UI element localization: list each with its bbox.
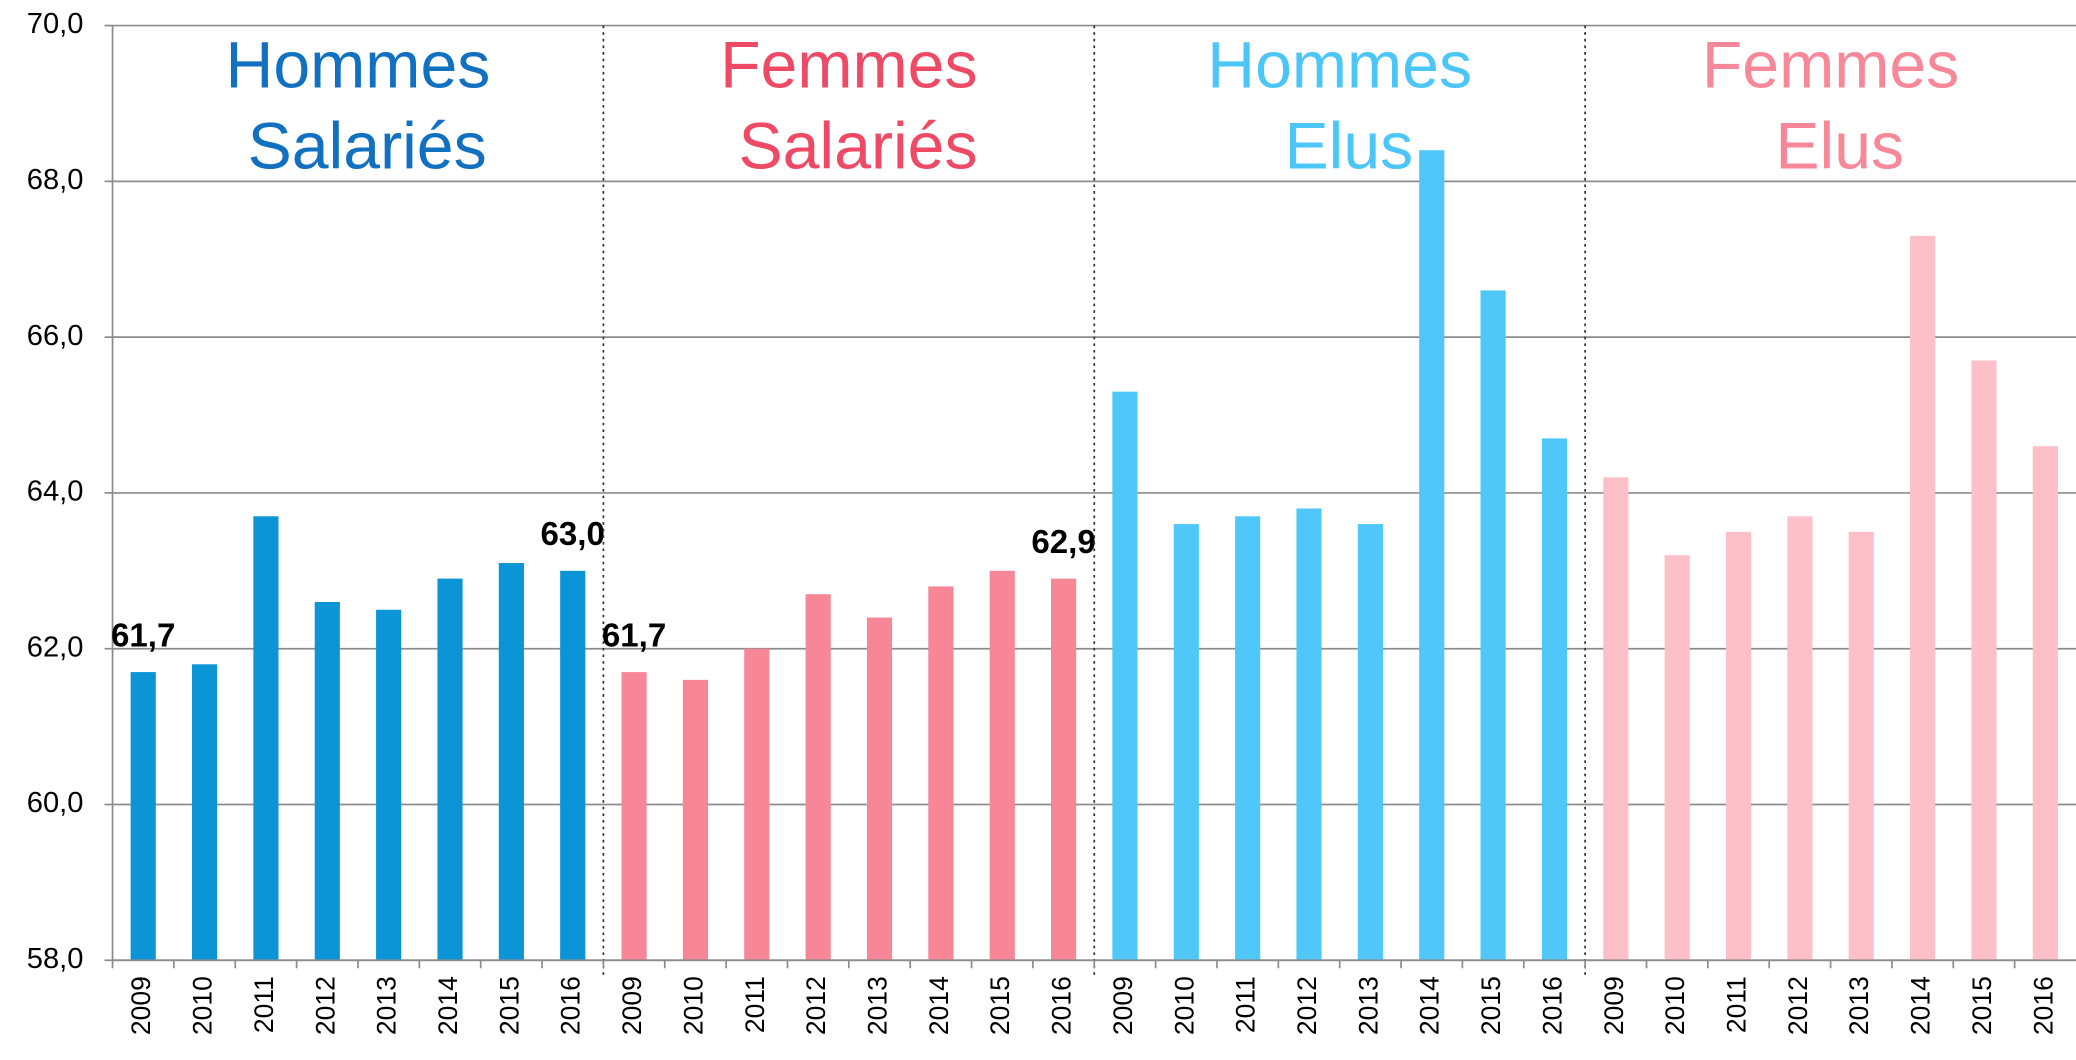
- bar: [1051, 578, 1077, 961]
- x-tick-label: 2012: [1783, 976, 1813, 1035]
- x-tick-label: 2010: [678, 976, 708, 1035]
- x-tick-label: 2009: [617, 976, 647, 1035]
- bar: [1664, 555, 1690, 961]
- bar: [560, 570, 586, 961]
- x-tick-label: 2015: [494, 976, 524, 1035]
- x-tick-label: 2016: [1047, 976, 1077, 1035]
- x-tick-label: 2013: [1353, 976, 1383, 1035]
- bar: [1235, 516, 1261, 961]
- bar: [682, 679, 709, 961]
- y-tick-label: 70,0: [27, 8, 84, 40]
- x-tick-label: 2011: [249, 976, 279, 1033]
- bar: [1910, 235, 1936, 961]
- bar: [1971, 360, 1997, 961]
- x-tick-label: 2011: [1722, 976, 1752, 1033]
- x-tick-label: 2009: [1108, 976, 1138, 1035]
- x-tick-label: 2010: [1660, 976, 1690, 1035]
- bar: [989, 570, 1015, 961]
- x-tick-label: 2013: [1844, 976, 1874, 1035]
- data-label: 61,7: [602, 617, 666, 654]
- bar: [191, 664, 218, 961]
- bar: [437, 578, 463, 961]
- bar: [1112, 391, 1138, 961]
- bar: [376, 609, 402, 961]
- y-tick-label: 62,0: [27, 631, 84, 663]
- x-tick-label: 2014: [433, 976, 463, 1035]
- x-tick-label: 2012: [310, 976, 340, 1035]
- x-tick-label: 2010: [188, 976, 218, 1035]
- bar: [1603, 477, 1629, 961]
- group-title-line: Elus: [1757, 110, 1904, 184]
- y-tick-label: 68,0: [27, 164, 84, 196]
- x-tick-label: 2015: [1967, 976, 1997, 1035]
- bar: [1296, 508, 1322, 961]
- y-tick-label: 58,0: [27, 943, 84, 975]
- x-tick-label: 2014: [1415, 976, 1445, 1035]
- group-title-line: Femmes: [1702, 29, 1959, 103]
- x-tick-label: 2016: [2028, 976, 2058, 1035]
- x-tick-label: 2009: [1599, 976, 1629, 1035]
- x-tick-label: 2014: [1906, 976, 1936, 1035]
- x-tick-label: 2013: [863, 976, 893, 1035]
- group-title: Hommes Elus: [1207, 29, 1472, 184]
- group-title: Femmes Salariés: [720, 29, 978, 184]
- x-tick-label: 2016: [556, 976, 586, 1035]
- bar: [498, 563, 524, 961]
- y-tick-label: 64,0: [27, 476, 84, 508]
- bar: [1480, 290, 1506, 961]
- bar: [2032, 446, 2058, 961]
- data-label: 62,9: [1031, 524, 1095, 561]
- bar: [1173, 524, 1199, 961]
- group-title-line: Hommes: [1207, 29, 1472, 103]
- bar: [1725, 531, 1752, 961]
- bar: [130, 672, 156, 961]
- bar: [1357, 524, 1383, 961]
- x-tick-label: 2011: [1231, 976, 1261, 1033]
- group-title-line: Elus: [1266, 110, 1413, 184]
- group-title-line: Salariés: [720, 110, 978, 184]
- y-tick-label: 66,0: [27, 320, 84, 352]
- x-tick-label: 2011: [740, 976, 770, 1033]
- x-tick-label: 2009: [126, 976, 156, 1035]
- bar: [1419, 150, 1445, 961]
- data-label: 61,7: [111, 617, 175, 654]
- bar: [928, 586, 954, 961]
- data-label: 63,0: [541, 516, 605, 553]
- bar: [1787, 516, 1813, 961]
- group-title-line: Hommes: [226, 29, 491, 103]
- bar: [314, 601, 340, 961]
- bar: [744, 648, 770, 961]
- x-tick-label: 2015: [1476, 976, 1506, 1035]
- x-tick-label: 2012: [801, 976, 831, 1035]
- x-tick-label: 2010: [1169, 976, 1199, 1035]
- bar: [253, 516, 279, 961]
- x-tick-label: 2013: [372, 976, 402, 1035]
- x-tick-label: 2016: [1537, 976, 1567, 1035]
- group-title-line: Femmes: [720, 29, 977, 103]
- bar: [805, 594, 831, 961]
- group-title: Hommes Salariés: [226, 29, 491, 184]
- group-title-line: Salariés: [229, 110, 487, 184]
- x-tick-label: 2014: [924, 976, 954, 1035]
- group-title: Femmes Elus: [1702, 29, 1959, 184]
- bar: [1848, 531, 1874, 961]
- x-tick-label: 2012: [1292, 976, 1322, 1035]
- y-tick-label: 60,0: [27, 787, 84, 819]
- bar: [1541, 438, 1568, 961]
- x-tick-label: 2015: [985, 976, 1015, 1035]
- bar: [866, 617, 893, 961]
- bar: [621, 672, 647, 961]
